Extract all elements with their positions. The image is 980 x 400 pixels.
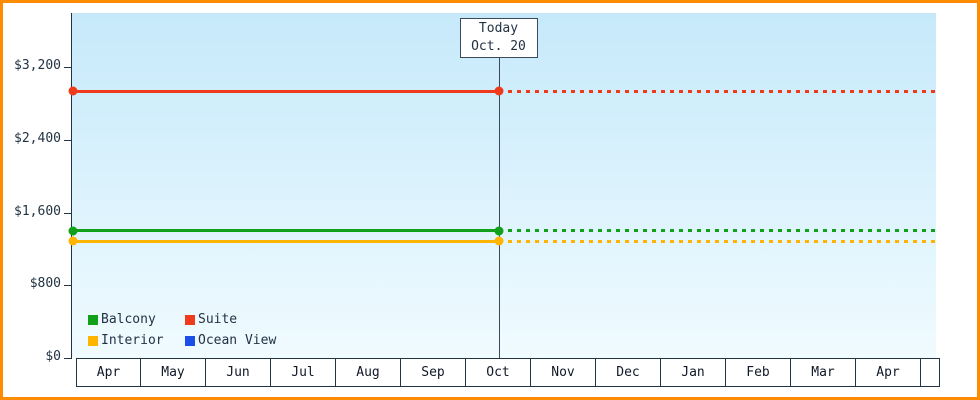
month-cell: Jun (206, 358, 271, 387)
price-line-interior-solid (71, 239, 499, 243)
month-cell: Mar (791, 358, 856, 387)
today-annotation: Today Oct. 20 (459, 18, 538, 58)
month-cell: Feb (726, 358, 791, 387)
legend-item-suite: Suite (185, 312, 276, 327)
price-line-suite-dotted (498, 89, 935, 93)
y-tick-mark (64, 358, 72, 359)
legend-label: Suite (198, 312, 238, 327)
legend-item-balcony: Balcony (88, 312, 185, 327)
month-cell: Nov (531, 358, 596, 387)
month-cell: May (141, 358, 206, 387)
price-line-balcony-solid (71, 229, 499, 233)
plot-area (71, 13, 936, 358)
legend-swatch-interior (88, 335, 98, 346)
legend-label: Ocean View (198, 333, 277, 348)
price-marker-interior (494, 236, 503, 246)
price-marker-balcony (494, 226, 503, 236)
y-tick-label: $0 (45, 349, 61, 364)
month-cell: Apr (856, 358, 921, 387)
price-marker-suite (494, 86, 503, 96)
price-line-suite-solid (71, 89, 499, 93)
today-annotation-date: Oct. 20 (471, 39, 526, 54)
y-tick-mark (64, 212, 72, 214)
y-tick-label: $3,200 (14, 58, 61, 74)
today-annotation-label: Today (478, 21, 519, 36)
x-axis-month-row: Apr May Jun Jul Aug Sep Oct Nov Dec Jan Feb Mar Apr (76, 358, 940, 387)
legend-label: Balcony (101, 312, 156, 327)
legend-swatch-ocean-view (185, 335, 195, 346)
price-marker-balcony (68, 226, 78, 236)
month-cell: Jul (271, 358, 336, 387)
legend-swatch-balcony (88, 314, 98, 325)
price-line-interior-dotted (498, 239, 935, 243)
month-cell: Apr (76, 358, 141, 387)
y-tick-mark (64, 140, 72, 142)
y-tick-label: $1,600 (14, 203, 61, 219)
month-cell: Jan (661, 358, 726, 387)
legend-swatch-suite (185, 314, 195, 325)
y-tick-mark (64, 67, 72, 69)
price-marker-suite (68, 86, 78, 96)
price-line-balcony-dotted (498, 229, 935, 233)
legend-item-ocean-view: Ocean View (185, 333, 276, 348)
y-tick-label: $800 (29, 276, 61, 292)
month-cell: Aug (336, 358, 401, 387)
legend: Balcony Suite Interior Ocean View (88, 312, 276, 348)
month-cell: Oct (466, 358, 531, 387)
month-cell-partial (921, 358, 940, 387)
legend-item-interior: Interior (88, 333, 185, 348)
y-tick-label: $2,400 (14, 131, 61, 147)
legend-label: Interior (101, 333, 164, 348)
y-tick-mark (64, 285, 72, 287)
month-cell: Sep (401, 358, 466, 387)
month-cell: Dec (596, 358, 661, 387)
today-vertical-line (498, 58, 500, 358)
price-marker-interior (68, 236, 78, 246)
